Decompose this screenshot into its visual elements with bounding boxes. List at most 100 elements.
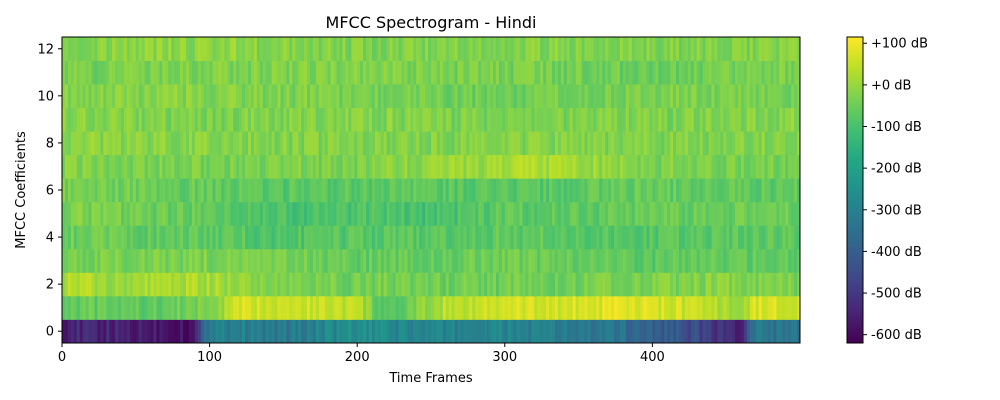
heatmap-cell: [717, 107, 721, 132]
heatmap-cell: [770, 60, 774, 85]
heatmap-cell: [185, 60, 190, 85]
heatmap-cell: [522, 248, 526, 273]
heatmap-cell: [723, 154, 727, 179]
heatmap-cell: [188, 37, 193, 61]
heatmap-cell: [321, 154, 326, 179]
heatmap-cell: [230, 84, 234, 109]
heatmap-cell: [563, 84, 568, 109]
heatmap-cell: [599, 225, 603, 250]
heatmap-cell: [519, 131, 523, 156]
heatmap-cell: [587, 154, 591, 179]
heatmap-cell: [247, 319, 252, 343]
heatmap-cell: [702, 84, 706, 109]
heatmap-cell: [239, 201, 243, 226]
heatmap-cell: [684, 60, 689, 85]
heatmap-cell: [605, 272, 609, 297]
heatmap-cell: [67, 154, 72, 179]
heatmap-cell: [475, 131, 479, 156]
heatmap-cell: [360, 319, 364, 343]
heatmap-cell: [209, 319, 213, 343]
heatmap-cell: [174, 272, 178, 297]
heatmap-cell: [578, 107, 582, 132]
heatmap-cell: [676, 201, 680, 226]
heatmap-cell: [478, 107, 482, 132]
heatmap-cell: [714, 60, 718, 85]
heatmap-cell: [608, 37, 612, 61]
heatmap-cell: [702, 60, 706, 85]
heatmap-cell: [578, 37, 582, 61]
heatmap-cell: [655, 225, 659, 250]
heatmap-cell: [634, 131, 639, 156]
heatmap-cell: [177, 131, 181, 156]
heatmap-cell: [336, 295, 340, 320]
heatmap-cell: [714, 37, 718, 61]
heatmap-cell: [681, 319, 686, 343]
heatmap-cell: [218, 154, 222, 179]
heatmap-cell: [433, 60, 438, 85]
heatmap-cell: [484, 60, 488, 85]
heatmap-cell: [690, 154, 695, 179]
heatmap-cell: [466, 201, 470, 226]
heatmap-cell: [227, 295, 231, 320]
heatmap-cell: [631, 272, 636, 297]
heatmap-cell: [425, 178, 429, 203]
heatmap-cell: [289, 319, 293, 343]
heatmap-cell: [363, 178, 367, 203]
heatmap-cell: [569, 60, 574, 85]
heatmap-cell: [469, 319, 473, 343]
heatmap-cell: [247, 248, 252, 273]
heatmap-cell: [439, 154, 444, 179]
heatmap-cell: [304, 178, 308, 203]
heatmap-cell: [177, 248, 181, 273]
heatmap-cell: [62, 84, 66, 109]
heatmap-cell: [652, 295, 656, 320]
heatmap-cell: [253, 272, 258, 297]
heatmap-cell: [687, 131, 692, 156]
heatmap-cell: [779, 84, 783, 109]
heatmap-cell: [608, 295, 612, 320]
heatmap-cell: [227, 272, 231, 297]
heatmap-cell: [543, 154, 547, 179]
heatmap-cell: [442, 295, 447, 320]
heatmap-cell: [797, 248, 800, 273]
heatmap-cell: [699, 37, 703, 61]
heatmap-cell: [413, 272, 417, 297]
heatmap-cell: [566, 60, 571, 85]
heatmap-cell: [599, 37, 603, 61]
heatmap-cell: [667, 201, 671, 226]
heatmap-cell: [457, 154, 461, 179]
heatmap-cell: [575, 178, 579, 203]
heatmap-cell: [696, 319, 701, 343]
heatmap-cell: [764, 37, 768, 61]
heatmap-cell: [289, 154, 293, 179]
heatmap-cell: [227, 178, 231, 203]
heatmap-cell: [79, 84, 84, 109]
heatmap-cell: [702, 225, 706, 250]
heatmap-cell: [392, 37, 396, 61]
heatmap-cell: [699, 272, 703, 297]
heatmap-cell: [717, 272, 721, 297]
heatmap-cell: [419, 84, 423, 109]
heatmap-cell: [584, 107, 588, 132]
heatmap-cell: [374, 84, 379, 109]
heatmap-cell: [156, 107, 160, 132]
heatmap-cell: [292, 131, 296, 156]
heatmap-cell: [457, 84, 461, 109]
heatmap-cell: [224, 60, 228, 85]
heatmap-cell: [652, 319, 656, 343]
heatmap-cell: [342, 131, 346, 156]
heatmap-cell: [76, 295, 81, 320]
heatmap-cell: [383, 272, 388, 297]
heatmap-cell: [360, 60, 364, 85]
heatmap-cell: [717, 295, 721, 320]
heatmap-cell: [118, 248, 122, 273]
heatmap-cell: [404, 201, 408, 226]
heatmap-cell: [366, 154, 370, 179]
heatmap-cell: [779, 272, 783, 297]
heatmap-cell: [395, 272, 399, 297]
heatmap-cell: [655, 272, 659, 297]
heatmap-cell: [121, 37, 125, 61]
heatmap-cell: [162, 225, 166, 250]
heatmap-cell: [268, 131, 272, 156]
heatmap-cell: [94, 131, 98, 156]
